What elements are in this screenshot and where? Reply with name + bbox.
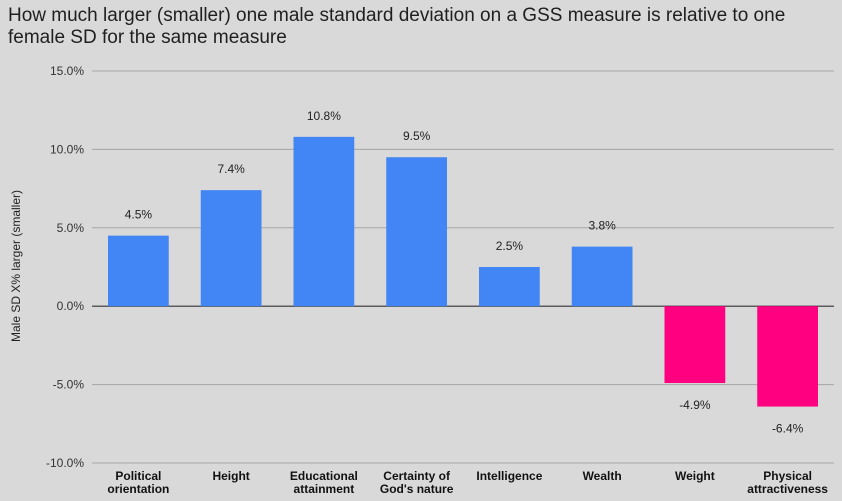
x-tick-label: Wealth xyxy=(583,469,622,483)
bar xyxy=(664,306,726,384)
chart-title: How much larger (smaller) one male stand… xyxy=(8,5,786,48)
x-tick-label: Physical xyxy=(763,469,812,483)
x-tick-label: Educational xyxy=(290,469,358,483)
bars xyxy=(107,136,819,407)
y-axis-title: Male SD X% larger (smaller) xyxy=(9,190,23,342)
bar xyxy=(386,157,448,307)
x-tick-label: Intelligence xyxy=(476,469,542,483)
bar xyxy=(571,246,633,307)
bar xyxy=(757,306,819,407)
data-labels: 4.5% 7.4% 10.8% 9.5% 2.5% 3.8% -4.9% -6.4% xyxy=(125,109,804,436)
bar xyxy=(107,235,169,307)
x-tick-label: Certainty of xyxy=(383,469,451,483)
x-tick-label: Political xyxy=(115,469,161,483)
bar xyxy=(478,267,540,307)
y-tick-label: 10.0% xyxy=(50,142,84,156)
bar xyxy=(293,136,355,307)
x-tick-label: Height xyxy=(212,469,249,483)
x-tick-label: God's nature xyxy=(380,482,454,496)
y-tick-label: 5.0% xyxy=(57,221,85,235)
y-tick-label: 0.0% xyxy=(57,299,85,313)
data-label: 2.5% xyxy=(496,239,524,253)
x-tick-label: attractiveness xyxy=(747,482,828,496)
data-label: -6.4% xyxy=(772,422,804,436)
data-label: -4.9% xyxy=(679,398,711,412)
x-tick-label: orientation xyxy=(107,482,169,496)
data-label: 3.8% xyxy=(588,219,616,233)
x-tick-label: Weight xyxy=(675,469,715,483)
bar xyxy=(200,190,262,307)
y-tick-label: 15.0% xyxy=(50,64,84,78)
y-tick-label: -5.0% xyxy=(53,378,85,392)
y-tick-label: -10.0% xyxy=(46,456,84,470)
data-label: 7.4% xyxy=(217,162,245,176)
data-label: 10.8% xyxy=(307,109,341,123)
data-label: 9.5% xyxy=(403,129,431,143)
gridlines: 15.0% 10.0% 5.0% 0.0% -5.0% -10.0% xyxy=(46,64,834,470)
x-tick-label: attainment xyxy=(294,482,355,496)
data-label: 4.5% xyxy=(125,208,153,222)
